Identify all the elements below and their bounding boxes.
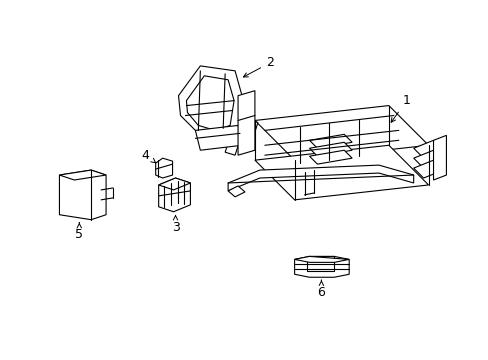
Polygon shape <box>238 91 254 155</box>
Polygon shape <box>158 178 190 212</box>
Polygon shape <box>60 170 106 220</box>
Polygon shape <box>294 256 348 262</box>
Polygon shape <box>309 142 351 156</box>
Polygon shape <box>60 170 106 180</box>
Polygon shape <box>254 105 427 160</box>
Text: 3: 3 <box>171 215 179 234</box>
Polygon shape <box>158 178 190 190</box>
Polygon shape <box>309 134 351 148</box>
Text: 5: 5 <box>75 222 83 241</box>
Polygon shape <box>155 158 172 178</box>
Polygon shape <box>254 145 427 200</box>
Polygon shape <box>195 125 242 150</box>
Polygon shape <box>433 135 446 180</box>
Polygon shape <box>240 121 257 148</box>
Polygon shape <box>228 165 413 191</box>
Polygon shape <box>178 66 242 138</box>
Text: 2: 2 <box>243 57 273 77</box>
Text: 1: 1 <box>390 94 410 122</box>
Text: 6: 6 <box>317 280 325 299</box>
Polygon shape <box>224 127 243 155</box>
Polygon shape <box>413 160 443 178</box>
Polygon shape <box>413 150 443 168</box>
Polygon shape <box>228 186 244 197</box>
Polygon shape <box>306 256 334 271</box>
Polygon shape <box>309 150 351 164</box>
Text: 4: 4 <box>142 149 155 163</box>
Polygon shape <box>413 140 443 158</box>
Polygon shape <box>294 256 348 277</box>
Polygon shape <box>186 76 234 130</box>
